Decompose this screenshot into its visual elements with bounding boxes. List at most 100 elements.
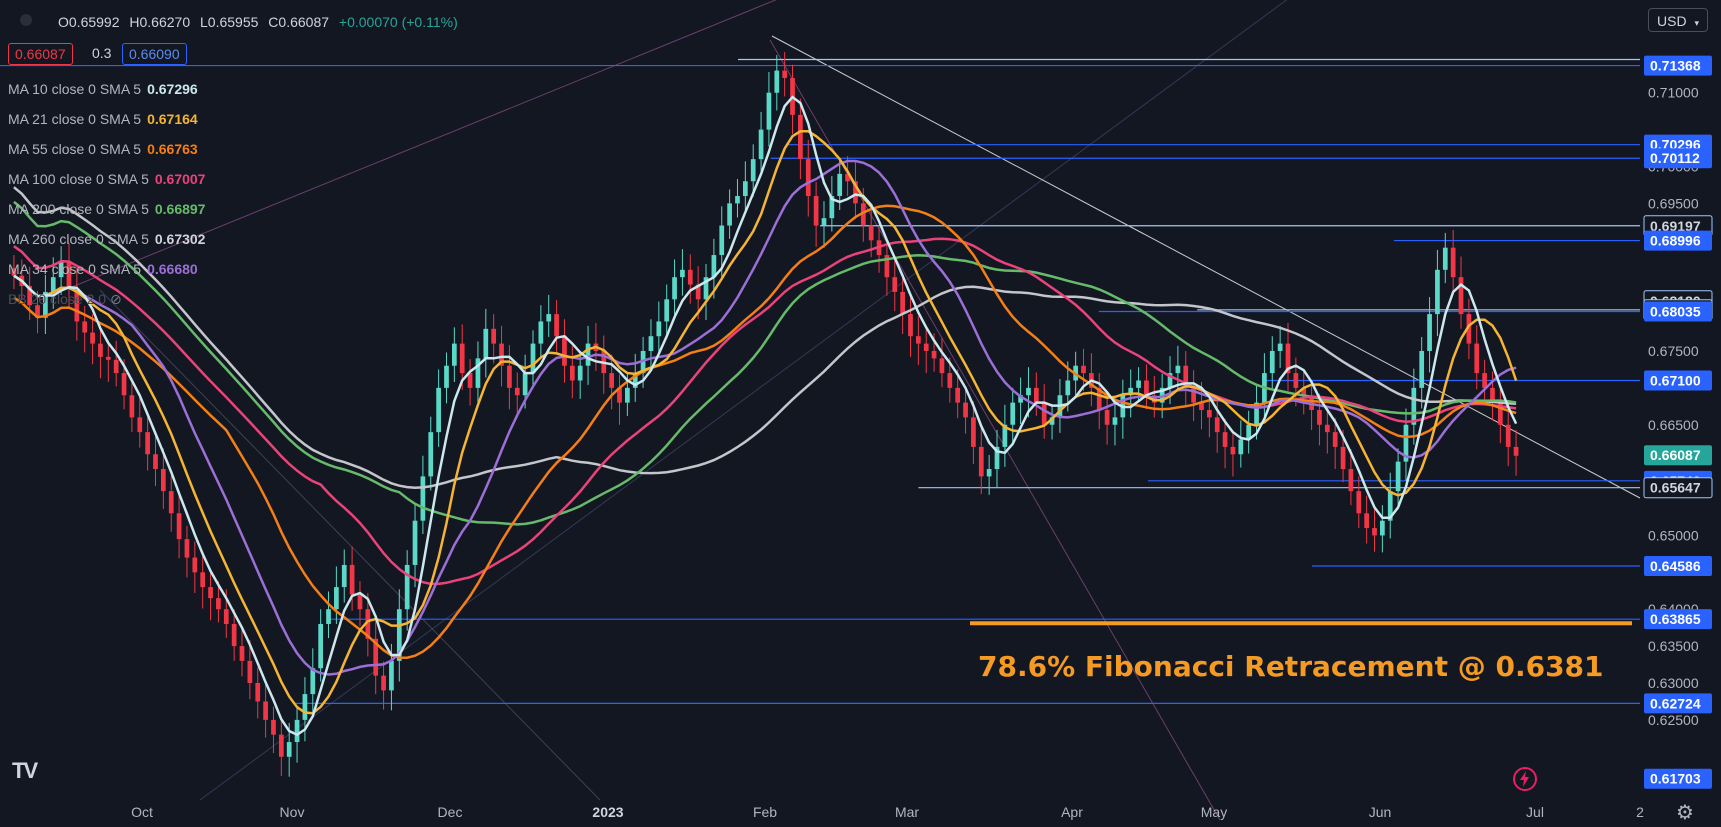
time-tick-label: 2 xyxy=(1636,804,1644,820)
price-label-text: 0.66087 xyxy=(1650,447,1701,463)
candle-body xyxy=(1285,343,1291,374)
candle-body xyxy=(1395,461,1401,492)
candle-body xyxy=(1403,424,1409,462)
candle-body xyxy=(1450,247,1456,278)
time-tick-label: Feb xyxy=(753,804,777,820)
candle-body xyxy=(129,395,135,418)
candle-body xyxy=(1490,387,1495,403)
candle-body xyxy=(247,660,253,684)
candle-body xyxy=(971,417,976,447)
candle-body xyxy=(1419,350,1425,388)
candle-body xyxy=(569,365,575,381)
candle-body xyxy=(656,321,662,337)
candle-body xyxy=(1435,269,1440,315)
trendline xyxy=(39,0,777,301)
candle-body xyxy=(1104,410,1110,425)
legend-item[interactable]: BB 20 close 2 0 ⊘ xyxy=(8,292,122,306)
candle-body xyxy=(263,701,268,720)
candle-body xyxy=(436,387,441,433)
legend-item[interactable]: MA 55 close 0 SMA 5 0.66763 xyxy=(8,142,198,156)
candle-body xyxy=(1049,417,1055,425)
time-axis[interactable]: Oct Nov Dec 2023 Feb Mar Apr May Jun Jul 2 xyxy=(131,804,1644,820)
candle-body xyxy=(98,343,103,357)
legend-label: MA 21 close 0 SMA 5 xyxy=(8,111,142,127)
candle-body xyxy=(349,564,355,595)
candle-body xyxy=(1364,513,1369,529)
candle-body xyxy=(396,609,402,661)
legend-item[interactable]: MA 260 close 0 SMA 5 0.67302 xyxy=(8,232,205,246)
candle-body xyxy=(168,491,174,514)
candle-body xyxy=(184,539,190,558)
lightning-icon[interactable] xyxy=(1512,766,1538,792)
low-value: L0.65955 xyxy=(200,14,259,30)
candle-body xyxy=(813,196,819,226)
candle-body xyxy=(1324,424,1330,433)
legend-value: 0.67007 xyxy=(154,171,206,187)
candle-body xyxy=(955,387,961,403)
candle-body xyxy=(467,373,473,388)
candle-body xyxy=(986,469,992,477)
price-tick-label: 0.62500 xyxy=(1648,712,1699,728)
candle-body xyxy=(609,373,614,388)
candle-body xyxy=(1096,387,1102,410)
candle-body xyxy=(491,328,497,344)
candle-body xyxy=(1026,387,1031,396)
candle-body xyxy=(908,314,913,337)
fibonacci-annotation: 78.6% Fibonacci Retracement @ 0.6381 xyxy=(978,650,1604,683)
tradingview-logo-icon[interactable]: TV xyxy=(12,758,38,783)
price-label-text: 0.70112 xyxy=(1650,150,1700,166)
candle-body xyxy=(1199,402,1204,410)
change-value: +0.00070 (+0.11%) xyxy=(338,14,458,30)
candle-body xyxy=(1175,365,1181,374)
candle-body xyxy=(1183,365,1189,388)
ask-price-button[interactable]: 0.66090 xyxy=(122,43,187,65)
candle-body xyxy=(1411,387,1417,425)
candle-body xyxy=(1065,380,1071,396)
moving-average-line xyxy=(13,200,1517,526)
candle-body xyxy=(853,181,858,204)
currency-selector[interactable]: USD ▾ xyxy=(1648,8,1708,32)
candle-body xyxy=(310,668,316,695)
candle-body xyxy=(208,587,213,599)
hidden-eye-icon[interactable]: ⊘ xyxy=(106,291,122,307)
legend-item[interactable]: MA 21 close 0 SMA 5 0.67164 xyxy=(8,112,198,126)
candle-body xyxy=(1159,387,1165,403)
candle-body xyxy=(994,446,1000,470)
legend-item[interactable]: MA 34 close 0 SMA 5 0.66680 xyxy=(8,262,198,276)
candle-body xyxy=(562,336,567,366)
legend-item[interactable]: MA 100 close 0 SMA 5 0.67007 xyxy=(8,172,205,186)
candle-body xyxy=(1112,417,1118,425)
gear-icon[interactable]: ⚙ xyxy=(1676,802,1694,824)
time-tick-label: Dec xyxy=(438,804,463,820)
legend-item[interactable]: MA 200 close 0 SMA 5 0.66897 xyxy=(8,202,205,216)
time-tick-label: Mar xyxy=(895,804,919,820)
legend-item[interactable]: MA 10 close 0 SMA 5 0.67296 xyxy=(8,82,198,96)
legend-value: 0.66763 xyxy=(147,141,198,157)
candle-body xyxy=(1136,380,1141,388)
candle-body xyxy=(271,719,276,735)
price-tick-label: 0.65000 xyxy=(1648,527,1699,543)
candle-body xyxy=(459,343,465,374)
high-value: H0.66270 xyxy=(129,14,191,30)
legend-value: 0.67302 xyxy=(154,231,206,247)
candle-body xyxy=(1269,350,1275,374)
candle-body xyxy=(727,203,732,226)
price-label-box xyxy=(1644,445,1712,466)
candle-body xyxy=(58,260,64,278)
trendline xyxy=(99,289,601,801)
candle-body xyxy=(1356,491,1362,514)
candle-body xyxy=(711,255,717,278)
candle-body xyxy=(782,70,788,78)
candle-body xyxy=(1033,387,1039,403)
candle-body xyxy=(334,587,339,610)
moving-average-line xyxy=(13,159,1517,676)
candle-body xyxy=(900,291,905,315)
candle-body xyxy=(1348,469,1354,492)
close-value: C0.66087 xyxy=(268,14,330,30)
price-axis[interactable]: 0.710000.700000.695000.675000.665000.650… xyxy=(1640,0,1721,827)
candle-body xyxy=(451,343,457,366)
bid-price-button[interactable]: 0.66087 xyxy=(8,43,73,65)
candle-body xyxy=(703,277,709,300)
candle-body xyxy=(66,260,72,289)
